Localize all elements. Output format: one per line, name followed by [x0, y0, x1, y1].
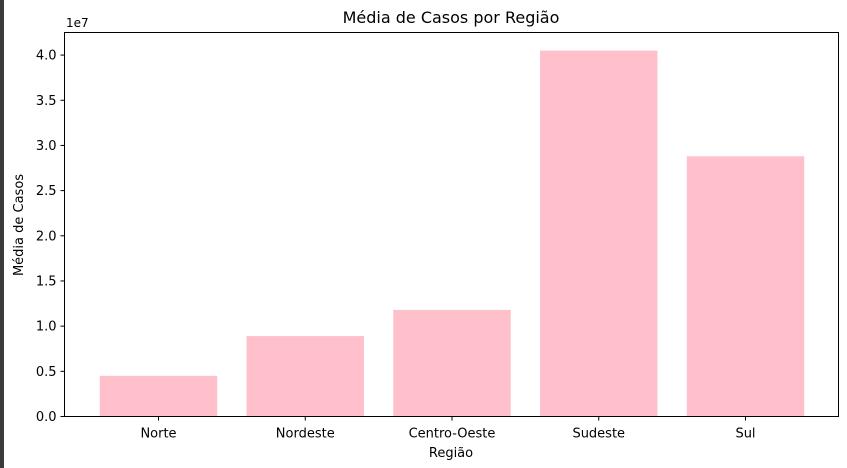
bars-group [99, 50, 805, 417]
y-tick-label: 2.5 [36, 184, 57, 199]
y-axis-offset-label: 1e7 [66, 16, 89, 30]
y-tick-label: 1.5 [36, 274, 57, 289]
x-tick-label: Sudeste [572, 427, 625, 442]
y-tick-label: 0.5 [36, 365, 57, 380]
bar-centro-oeste [393, 309, 511, 417]
y-tick-label: 3.0 [36, 139, 57, 154]
bar-nordeste [246, 336, 364, 417]
bar-sul [686, 156, 805, 417]
y-tick-label: 1.0 [36, 320, 57, 335]
y-tick-label: 3.5 [36, 94, 57, 109]
x-ticks-group: Norte Nordeste Centro-Oeste Sudeste Sul [140, 416, 756, 442]
bar-norte [99, 375, 218, 417]
window-left-edge [0, 0, 4, 468]
bar-sudeste [540, 50, 658, 417]
y-ticks-group: 0.0 0.5 1.0 1.5 2.0 2.5 3.0 3.5 4.0 [36, 49, 65, 425]
x-tick-label: Norte [140, 427, 176, 442]
y-tick-label: 2.0 [36, 229, 57, 244]
x-axis-label: Região [429, 446, 473, 461]
chart-title: Média de Casos por Região [343, 8, 560, 27]
plot-frame [64, 32, 839, 417]
x-tick-label: Nordeste [276, 427, 335, 442]
x-tick-label: Sul [735, 427, 755, 442]
x-tick-label: Centro-Oeste [409, 427, 496, 442]
y-tick-label: 0.0 [36, 410, 57, 425]
y-axis-label: Média de Casos [12, 174, 27, 276]
y-tick-label: 4.0 [36, 49, 57, 64]
